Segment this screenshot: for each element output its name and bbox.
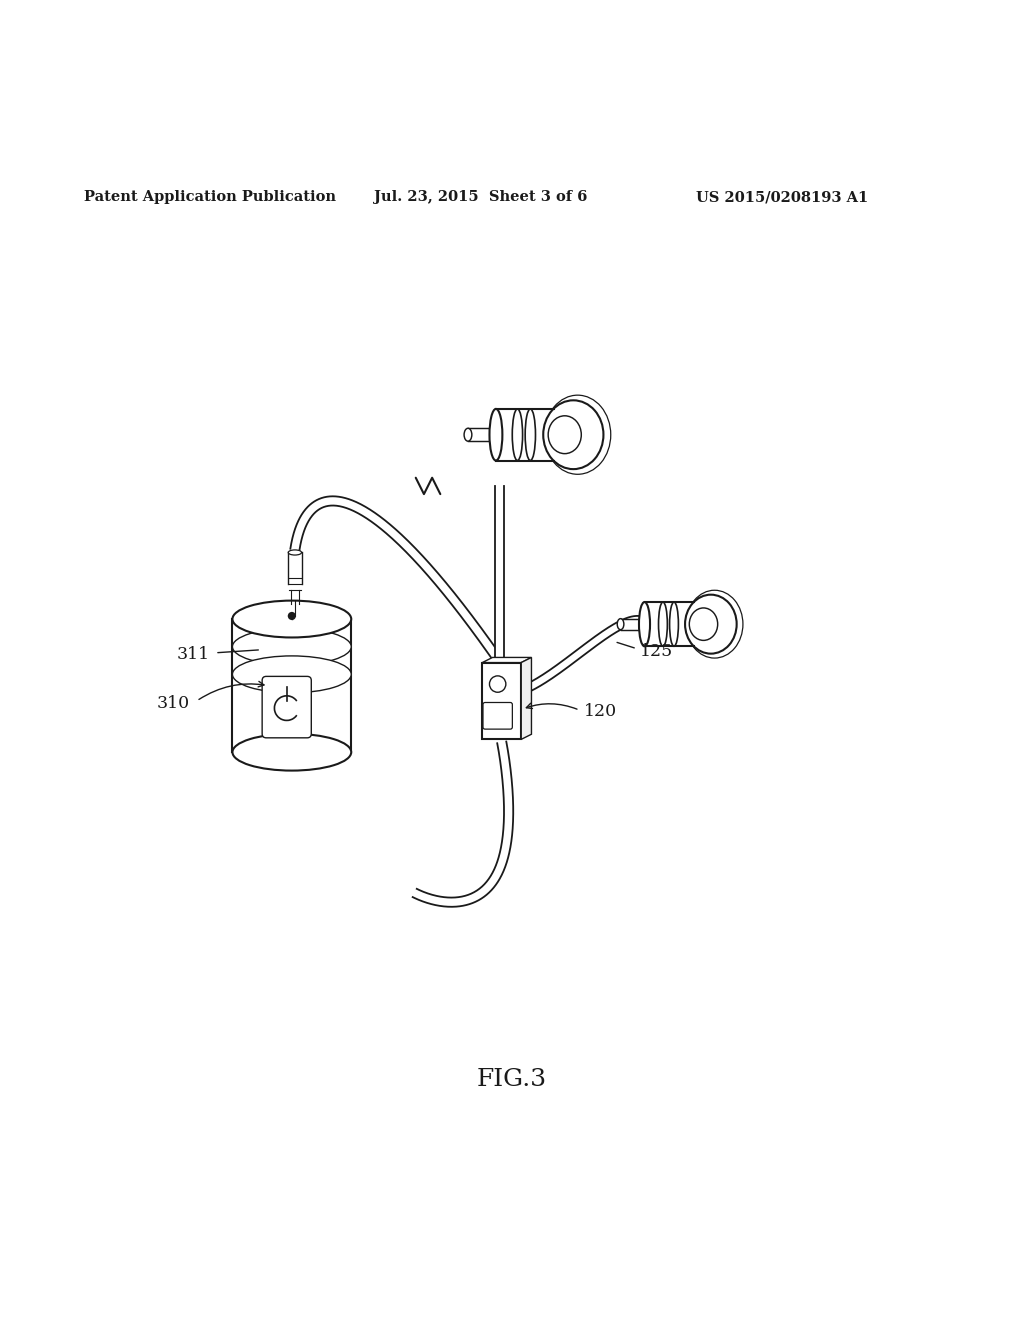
Circle shape <box>288 612 296 620</box>
Polygon shape <box>496 486 504 660</box>
Ellipse shape <box>685 595 736 653</box>
Ellipse shape <box>639 602 650 647</box>
Ellipse shape <box>617 619 624 630</box>
Ellipse shape <box>544 400 603 469</box>
Ellipse shape <box>232 656 351 693</box>
Ellipse shape <box>232 601 351 638</box>
Polygon shape <box>289 553 301 585</box>
Ellipse shape <box>232 734 351 771</box>
Text: Jul. 23, 2015  Sheet 3 of 6: Jul. 23, 2015 Sheet 3 of 6 <box>374 190 587 205</box>
Ellipse shape <box>289 550 301 554</box>
Polygon shape <box>232 619 351 752</box>
Polygon shape <box>482 657 531 663</box>
Ellipse shape <box>489 409 503 461</box>
Polygon shape <box>496 409 554 461</box>
Text: 125: 125 <box>640 643 673 660</box>
Ellipse shape <box>548 416 582 454</box>
Text: US 2015/0208193 A1: US 2015/0208193 A1 <box>696 190 868 205</box>
Polygon shape <box>644 602 694 647</box>
Text: 311: 311 <box>177 647 210 664</box>
FancyBboxPatch shape <box>262 676 311 738</box>
Ellipse shape <box>689 609 718 640</box>
Ellipse shape <box>464 428 472 441</box>
Polygon shape <box>482 663 521 739</box>
Text: Patent Application Publication: Patent Application Publication <box>84 190 336 205</box>
Polygon shape <box>521 657 531 739</box>
Polygon shape <box>520 616 645 694</box>
Polygon shape <box>621 619 644 630</box>
Ellipse shape <box>232 628 351 665</box>
Text: FIG.3: FIG.3 <box>477 1068 547 1092</box>
Polygon shape <box>413 742 513 907</box>
Polygon shape <box>291 496 501 660</box>
Text: 310: 310 <box>157 694 189 711</box>
Text: 120: 120 <box>584 702 616 719</box>
Polygon shape <box>468 428 495 441</box>
